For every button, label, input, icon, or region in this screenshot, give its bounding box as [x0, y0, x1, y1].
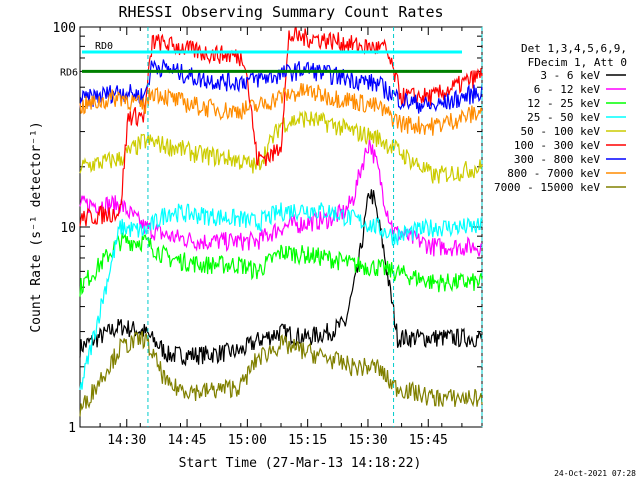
marker-label-rd6: RD6: [60, 67, 78, 78]
axis-ticks: 14:30 14:45 15:00 15:15 15:30 15:45 1 10 100: [53, 21, 482, 448]
legend-label-7: 800 - 7000 keV: [507, 167, 600, 180]
x-tick-label: 15:45: [409, 433, 448, 448]
chart-title: RHESSI Observing Summary Count Rates: [118, 3, 443, 21]
x-tick-label: 14:45: [167, 433, 206, 448]
series-line-1: [79, 138, 483, 257]
x-axis-label: Start Time (27-Mar-13 14:18:22): [179, 456, 422, 471]
x-tick-label: 15:30: [348, 433, 387, 448]
marker-label-rd0: RD0: [95, 41, 113, 52]
marker-layer: RD0 RD6: [60, 27, 483, 427]
legend-label-1: 6 - 12 keV: [534, 83, 601, 96]
series-line-4: [79, 110, 483, 184]
legend-label-2: 12 - 25 keV: [527, 97, 600, 110]
legend-label-6: 300 - 800 keV: [514, 153, 600, 166]
series-line-2: [79, 232, 483, 297]
legend-header-line-2: FDecim 1, Att 0: [528, 56, 627, 69]
y-axis-label: Count Rate (s⁻¹ detector⁻¹): [29, 121, 44, 332]
footer-date: 24-Oct-2021 07:28: [554, 469, 636, 478]
y-tick-label: 100: [53, 21, 76, 36]
series-line-5: [79, 27, 483, 227]
y-tick-label: 1: [68, 421, 76, 436]
legend-header-line-1: Det 1,3,4,5,6,9,: [521, 42, 627, 55]
x-tick-label: 14:30: [107, 433, 146, 448]
series-line-3: [79, 202, 483, 391]
legend-label-3: 25 - 50 keV: [527, 111, 600, 124]
legend-label-4: 50 - 100 keV: [521, 125, 601, 138]
series-layer: [79, 27, 483, 417]
series-line-7: [79, 83, 483, 136]
x-tick-label: 15:00: [228, 433, 267, 448]
legend-label-8: 7000 - 15000 keV: [494, 181, 600, 194]
y-tick-label: 10: [60, 221, 76, 236]
series-line-8: [79, 331, 483, 417]
x-tick-label: 15:15: [288, 433, 327, 448]
legend-label-5: 100 - 300 keV: [514, 139, 600, 152]
legend-label-0: 3 - 6 keV: [540, 69, 600, 82]
series-line-0: [79, 189, 483, 367]
